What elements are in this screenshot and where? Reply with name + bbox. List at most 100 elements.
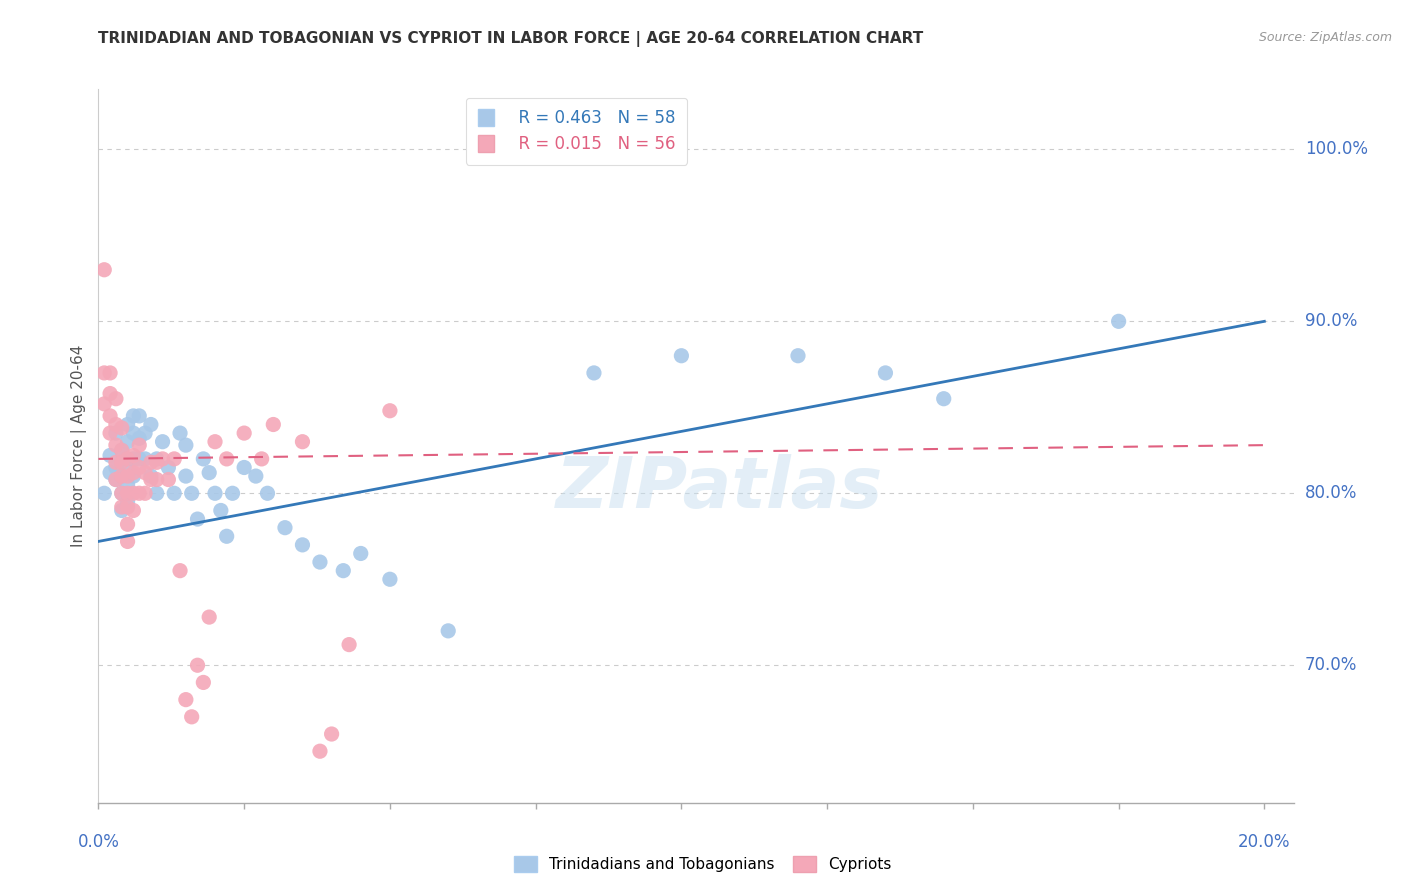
Point [163,486,186,500]
Point [111,486,134,500]
Point [117,451,139,466]
Point [111,455,134,469]
Point [93,262,115,277]
Point [198,610,221,624]
Point [117,455,139,469]
Point [1108,314,1130,328]
Point [104,460,127,475]
Point [122,451,145,466]
Point [98,366,121,380]
Point [111,486,134,500]
Point [204,434,226,449]
Text: 80.0%: 80.0% [1305,484,1357,502]
Point [291,434,314,449]
Text: 20.0%: 20.0% [1239,833,1291,851]
Point [117,417,139,432]
Point [215,451,238,466]
Point [98,426,121,441]
Legend: Trinidadians and Tobagonians, Cypriots: Trinidadians and Tobagonians, Cypriots [506,848,900,880]
Point [117,517,139,532]
Point [174,692,197,706]
Point [256,486,278,500]
Point [111,469,134,483]
Point [98,449,121,463]
Point [122,449,145,463]
Point [134,466,156,480]
Point [122,409,145,423]
Point [117,434,139,449]
Point [122,426,145,441]
Point [117,495,139,509]
Point [145,473,167,487]
Point [169,426,191,441]
Text: Source: ZipAtlas.com: Source: ZipAtlas.com [1258,31,1392,45]
Text: ZIPatlas: ZIPatlas [557,454,883,524]
Point [139,455,162,469]
Point [309,744,332,758]
Point [787,349,810,363]
Point [117,469,139,483]
Point [174,469,197,483]
Point [875,366,897,380]
Point [180,710,202,724]
Text: 70.0%: 70.0% [1305,657,1357,674]
Point [117,486,139,500]
Point [378,572,401,586]
Point [157,460,180,475]
Point [134,426,156,441]
Point [111,421,134,435]
Point [128,409,150,423]
Point [309,555,332,569]
Point [117,534,139,549]
Point [98,386,121,401]
Legend:   R = 0.463   N = 58,   R = 0.015   N = 56: R = 0.463 N = 58, R = 0.015 N = 56 [465,97,688,165]
Point [180,486,202,500]
Point [93,366,115,380]
Point [93,397,115,411]
Point [111,469,134,483]
Point [117,500,139,514]
Point [163,451,186,466]
Point [198,466,221,480]
Text: 0.0%: 0.0% [77,833,120,851]
Point [204,486,226,500]
Point [378,403,401,417]
Point [122,469,145,483]
Point [145,486,167,500]
Point [437,624,460,638]
Text: TRINIDADIAN AND TOBAGONIAN VS CYPRIOT IN LABOR FORCE | AGE 20-64 CORRELATION CHA: TRINIDADIAN AND TOBAGONIAN VS CYPRIOT IN… [98,31,924,47]
Point [122,503,145,517]
Point [186,512,208,526]
Point [98,409,121,423]
Point [186,658,208,673]
Point [152,434,174,449]
Point [128,431,150,445]
Point [145,455,167,469]
Point [139,473,162,487]
Text: 100.0%: 100.0% [1305,140,1368,159]
Point [122,466,145,480]
Point [350,546,373,560]
Point [193,451,215,466]
Point [134,486,156,500]
Point [221,486,243,500]
Point [104,438,127,452]
Point [932,392,955,406]
Y-axis label: In Labor Force | Age 20-64: In Labor Force | Age 20-64 [72,345,87,547]
Point [245,469,267,483]
Point [104,455,127,469]
Point [104,473,127,487]
Point [128,451,150,466]
Point [169,564,191,578]
Point [104,473,127,487]
Point [671,349,693,363]
Point [104,392,127,406]
Point [145,451,167,466]
Point [104,426,127,441]
Point [193,675,215,690]
Point [104,417,127,432]
Point [582,366,605,380]
Point [122,486,145,500]
Point [332,564,354,578]
Point [337,638,360,652]
